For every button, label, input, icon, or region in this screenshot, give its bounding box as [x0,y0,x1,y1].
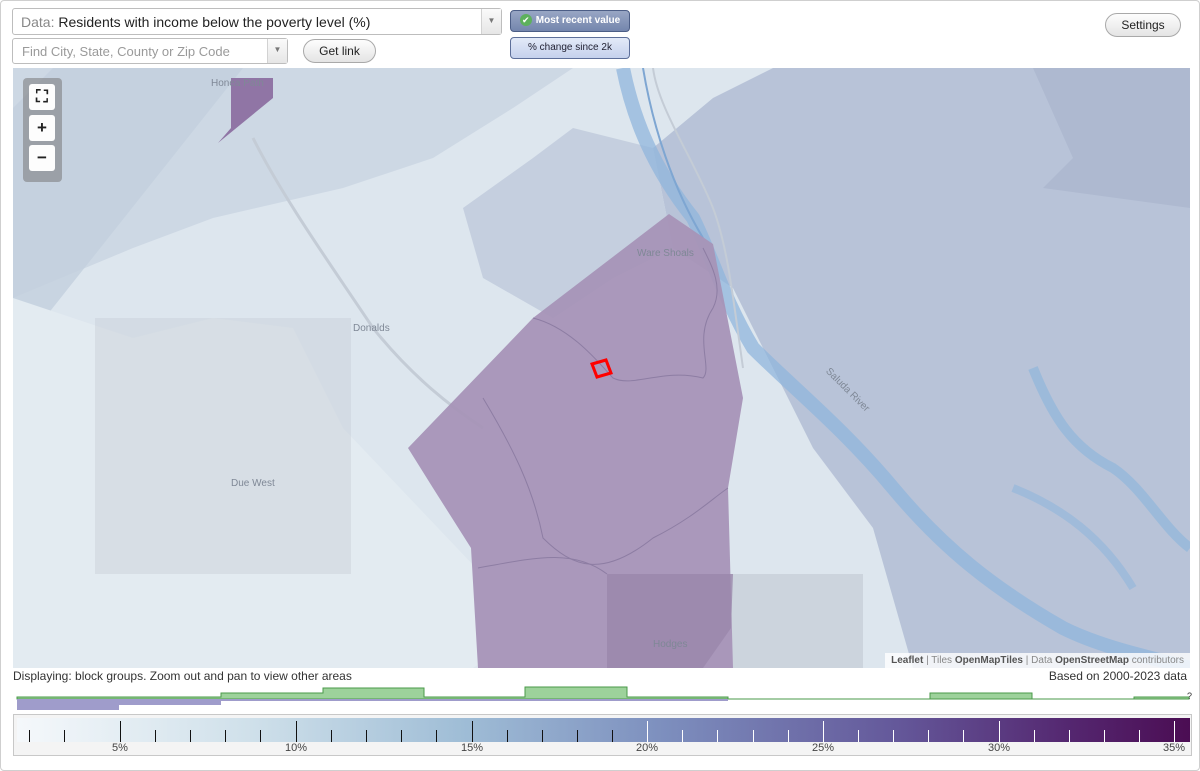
legend-tick [29,730,30,742]
percent-change-toggle[interactable]: % change since 2k [510,37,630,59]
map-label-honea-path: Honea Path [211,78,264,89]
zoom-control: ⛶ + − [23,78,62,182]
map-canvas[interactable]: ⛶ + − Honea Path Ware Shoals Donalds Due… [13,68,1190,668]
zoom-in-button[interactable]: + [29,115,55,141]
legend-tick-major [472,721,473,742]
legend-tick [225,730,226,742]
legend-label-35: 35% [1162,742,1186,754]
legend-gradient [17,718,1190,742]
get-link-button[interactable]: Get link [303,39,376,63]
legend-tick [682,730,683,742]
legend-tick [577,730,578,742]
map-label-hodges: Hodges [653,639,688,650]
legend-tick-major [1174,721,1175,742]
contributors-text: contributors [1131,655,1184,666]
color-legend: 5% 10% 15% 20% 25% 30% 35% [13,714,1192,756]
search-input[interactable] [13,39,267,63]
location-search[interactable]: ▼ [12,38,288,64]
openmaptiles-link[interactable]: OpenMapTiles [954,655,1023,666]
legend-tick-major [647,721,648,742]
map-attribution: Leaflet | Tiles OpenMapTiles | Data Open… [885,653,1190,668]
legend-tick [1069,730,1070,742]
legend-label-25: 25% [811,742,835,754]
legend-label-10: 10% [284,742,308,754]
legend-tick-major [999,721,1000,742]
legend-tick [155,730,156,742]
data-range-status: Based on 2000-2023 data [1048,669,1187,683]
data-dropdown-text: Data: Residents with income below the po… [21,14,370,30]
check-icon: ✔ [519,14,532,27]
legend-tick [401,730,402,742]
chevron-down-icon[interactable]: ▼ [481,9,501,34]
tiles-prefix: | Tiles [926,655,953,666]
legend-tick [542,730,543,742]
legend-tick-major [823,721,824,742]
legend-tick-major [120,721,121,742]
zoom-out-button[interactable]: − [29,145,55,171]
most-recent-label: Most recent value [535,15,621,26]
legend-tick [260,730,261,742]
histogram-unknown-marker: ? [1187,691,1192,701]
legend-tick [64,730,65,742]
map-label-ware-shoals: Ware Shoals [637,248,694,259]
most-recent-toggle[interactable]: ✔ Most recent value [510,10,630,32]
legend-tick [612,730,613,742]
legend-tick [436,730,437,742]
legend-tick [928,730,929,742]
legend-label-20: 20% [635,742,659,754]
legend-tick [963,730,964,742]
legend-tick [753,730,754,742]
legend-tick [717,730,718,742]
legend-tick-major [296,721,297,742]
distribution-histogram: ? [16,686,1192,710]
map-layers [13,68,1190,668]
chevron-down-icon[interactable]: ▼ [267,39,287,63]
fullscreen-icon[interactable]: ⛶ [29,84,55,110]
legend-label-15: 15% [460,742,484,754]
data-value: Residents with income below the poverty … [58,14,371,30]
legend-tick [858,730,859,742]
legend-tick [1139,730,1140,742]
map-label-due-west: Due West [231,478,275,489]
legend-label-30: 30% [987,742,1011,754]
leaflet-link[interactable]: Leaflet [891,655,924,666]
osm-link[interactable]: OpenStreetMap [1055,655,1129,666]
legend-tick [1034,730,1035,742]
legend-tick [893,730,894,742]
legend-tick [190,730,191,742]
map-label-donalds: Donalds [353,323,390,334]
legend-tick [788,730,789,742]
legend-tick [1104,730,1105,742]
data-prefix-attr: | Data [1025,655,1053,666]
legend-label-5: 5% [112,742,128,754]
settings-button[interactable]: Settings [1105,13,1181,37]
legend-tick [507,730,508,742]
legend-tick [331,730,332,742]
data-prefix: Data: [21,14,55,30]
displaying-status: Displaying: block groups. Zoom out and p… [13,669,352,683]
legend-tick [366,730,367,742]
data-dropdown[interactable]: Data: Residents with income below the po… [12,8,502,35]
